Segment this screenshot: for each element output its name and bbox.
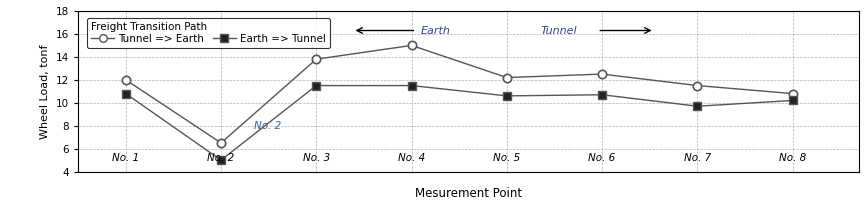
Text: No. 7: No. 7 xyxy=(684,153,711,163)
Text: No. 4: No. 4 xyxy=(398,153,425,163)
Text: Earth: Earth xyxy=(421,26,451,35)
Legend: Tunnel => Earth, Earth => Tunnel: Tunnel => Earth, Earth => Tunnel xyxy=(88,18,330,48)
Text: No. 8: No. 8 xyxy=(779,153,806,163)
Text: No. 5: No. 5 xyxy=(493,153,521,163)
Text: No. 2: No. 2 xyxy=(207,153,234,163)
Text: No. 3: No. 3 xyxy=(303,153,330,163)
X-axis label: Mesurement Point: Mesurement Point xyxy=(415,187,523,200)
Text: No. 2: No. 2 xyxy=(254,121,281,131)
Text: No. 6: No. 6 xyxy=(589,153,615,163)
Text: No. 1: No. 1 xyxy=(112,153,140,163)
Y-axis label: Wheel Load, tonf: Wheel Load, tonf xyxy=(40,44,50,139)
Text: Tunnel: Tunnel xyxy=(540,26,577,35)
